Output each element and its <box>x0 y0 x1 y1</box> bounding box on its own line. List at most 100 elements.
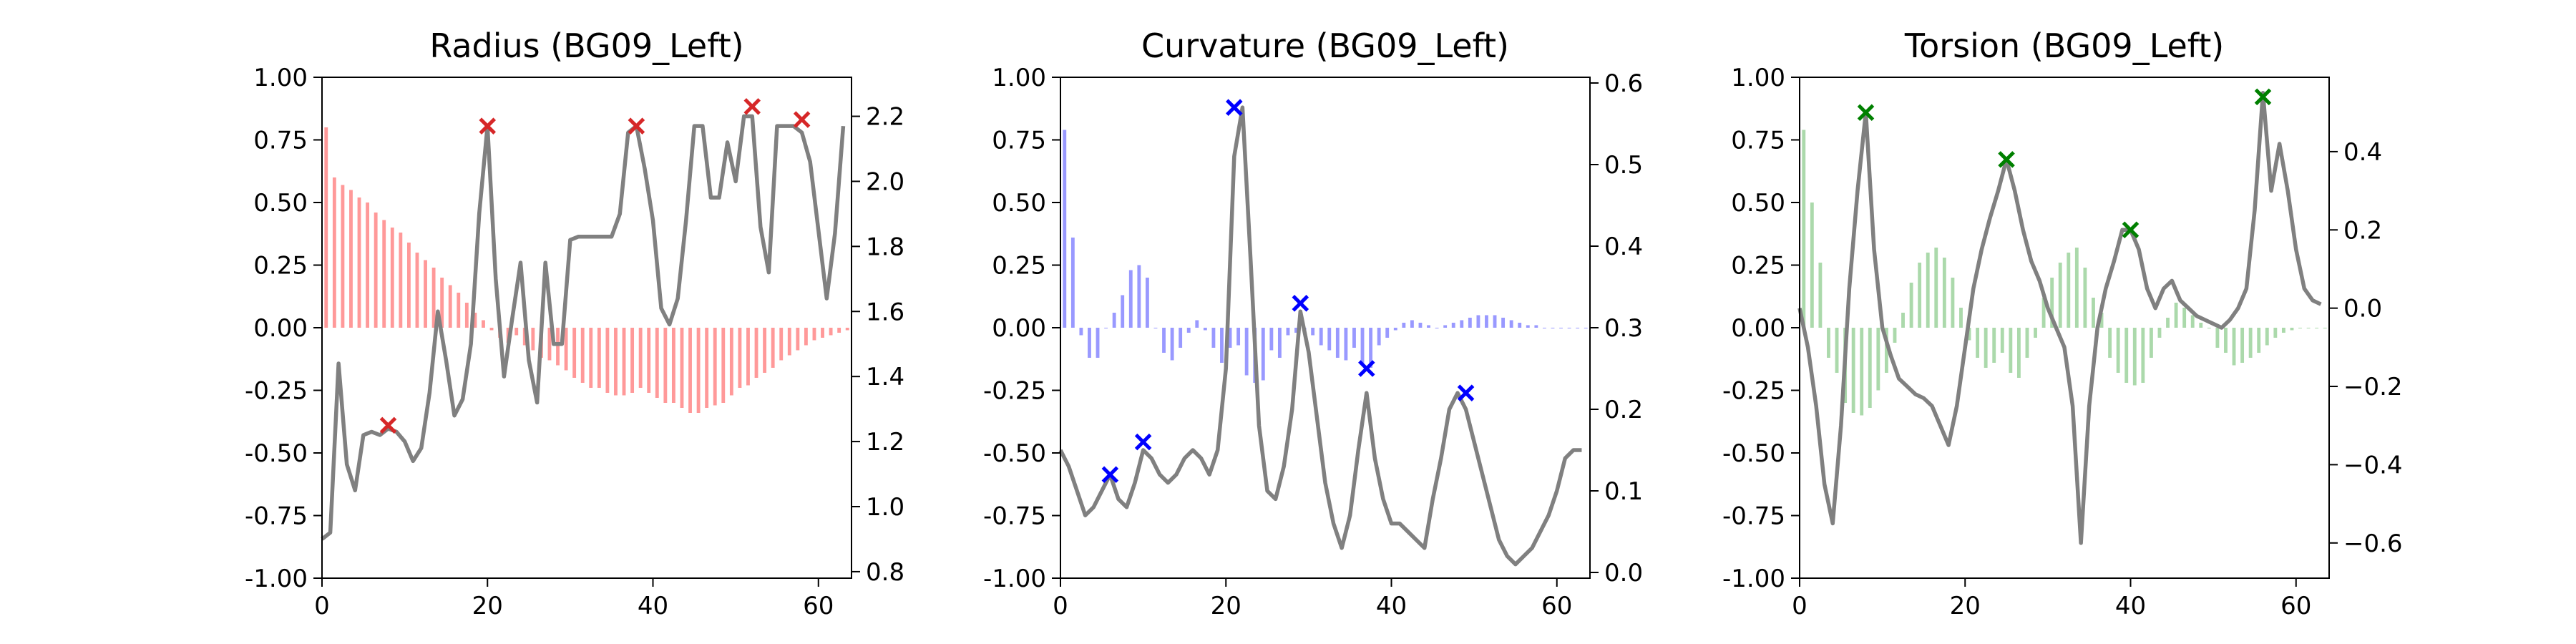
torsion-x-tick-label: 0 <box>1792 592 1807 620</box>
radius-bar <box>705 328 709 408</box>
radius-right-tick-label: 1.0 <box>866 493 904 522</box>
curvature-bar <box>1179 328 1183 348</box>
radius-bar <box>514 328 519 336</box>
curvature-bar <box>1063 130 1067 328</box>
torsion-bar <box>2232 328 2236 366</box>
curvature-series-line <box>1058 105 1582 567</box>
curvature-bar <box>1335 328 1340 358</box>
curvature-bar <box>1145 278 1149 328</box>
radius-bar <box>390 228 394 328</box>
peak-marker-stroke <box>1358 360 1375 377</box>
peak-marker-stroke <box>379 416 397 434</box>
curvature-bar <box>1327 328 1332 351</box>
torsion-bar <box>2124 328 2129 383</box>
curvature-bar <box>1170 328 1174 361</box>
radius-right-tick-label: 2.0 <box>866 167 904 196</box>
radius-bar <box>531 328 535 351</box>
curvature-bar <box>1402 323 1406 328</box>
torsion-bar <box>2092 298 2095 328</box>
radius-chart-panel: Radius (BG09_Left) 0 20 40 60 1.00 0.75 0.50 0.2… <box>245 26 904 620</box>
radius-bar <box>464 303 469 328</box>
torsion-bar <box>1835 328 1839 373</box>
peak-marker-stroke <box>743 98 761 115</box>
peak-marker-stroke <box>479 117 497 135</box>
radius-bar <box>605 328 610 393</box>
curvature-bar <box>1443 325 1448 328</box>
radius-bar <box>589 328 593 388</box>
torsion-bar <box>2074 248 2079 328</box>
radius-bar <box>763 328 767 373</box>
radius-bar <box>746 328 750 386</box>
torsion-bar <box>2025 328 2029 358</box>
radius-series-line <box>321 114 846 541</box>
radius-right-tick-label: 1.8 <box>866 233 904 261</box>
peak-marker-stroke <box>2254 88 2272 106</box>
radius-right-tick-label: 1.2 <box>866 428 904 457</box>
radius-left-tick-label: 0.50 <box>253 189 308 218</box>
radius-bar <box>489 328 494 331</box>
torsion-chart-panel: Torsion (BG09_Left) 0 20 40 60 1.00 0.75 0.50 0.… <box>1722 26 2403 620</box>
torsion-bar <box>2166 318 2170 328</box>
radius-bar <box>663 328 668 403</box>
torsion-x-tick-label: 20 <box>1950 592 1981 620</box>
radius-bar <box>655 328 659 398</box>
torsion-bar <box>2290 328 2294 331</box>
radius-left-tick-label: -1.00 <box>245 565 308 593</box>
curvature-right-tick-label: 0.2 <box>1604 396 1643 424</box>
torsion-bar <box>2132 328 2137 386</box>
curvature-bar <box>1427 325 1430 328</box>
radius-bar <box>366 203 370 328</box>
torsion-bar <box>1992 328 1996 363</box>
radius-bar <box>738 328 742 388</box>
torsion-bar <box>1959 308 1963 328</box>
curvature-bar <box>1377 328 1381 346</box>
curvature-bar <box>1311 328 1315 336</box>
curvature-left-tick-label: 0.00 <box>992 314 1046 343</box>
torsion-bar <box>2240 328 2245 363</box>
radius-bar <box>638 328 643 388</box>
radius-left-tick-label: -0.75 <box>245 502 308 531</box>
radius-x-tick-label: 40 <box>638 592 668 620</box>
curvature-bar <box>1261 328 1265 381</box>
curvature-bar <box>1186 328 1191 333</box>
torsion-bar <box>2108 328 2112 358</box>
radius-bar <box>597 328 601 388</box>
torsion-bar <box>2281 328 2285 333</box>
radius-left-tick-label: 0.75 <box>253 127 308 155</box>
curvature-bar <box>1112 313 1116 328</box>
torsion-left-tick-label: 0.50 <box>1731 189 1785 218</box>
curvature-left-tick-label: -0.75 <box>983 502 1046 531</box>
torsion-bar <box>1918 263 1922 328</box>
curvature-right-tick-label: 0.3 <box>1604 314 1643 343</box>
torsion-peak-marker <box>2254 88 2272 106</box>
radius-x-tick-label: 60 <box>803 592 834 620</box>
torsion-bar <box>2050 278 2054 328</box>
radius-bar <box>713 328 717 406</box>
torsion-bar <box>2257 328 2261 353</box>
curvature-bar <box>1203 328 1207 331</box>
peak-marker-stroke <box>1134 433 1152 451</box>
curvature-left-tick-label: 1.00 <box>992 64 1046 92</box>
curvature-bar <box>1294 328 1298 333</box>
torsion-bar <box>1868 328 1872 408</box>
curvature-bar <box>1410 320 1414 328</box>
torsion-bar <box>1976 328 1980 358</box>
radius-left-tick-label: -0.25 <box>245 377 308 406</box>
radius-right-tick-label: 1.4 <box>866 363 904 391</box>
curvature-bar <box>1137 265 1141 328</box>
curvature-bar <box>1162 328 1166 353</box>
radius-bar <box>754 328 758 378</box>
radius-bar <box>729 328 733 396</box>
torsion-bar <box>2058 263 2062 328</box>
torsion-bar <box>2149 328 2153 358</box>
torsion-left-tick-label: 0.00 <box>1731 314 1785 343</box>
torsion-series-line <box>1797 91 2322 545</box>
torsion-chart-title: Torsion (BG09_Left) <box>1904 26 2224 65</box>
curvature-x-tick-label: 20 <box>1211 592 1241 620</box>
torsion-bar <box>2099 313 2104 328</box>
radius-left-tick-label: 1.00 <box>253 64 308 92</box>
curvature-bar <box>1195 320 1199 328</box>
torsion-bar <box>1884 328 1888 373</box>
radius-bar <box>796 328 800 351</box>
curvature-bar <box>1451 323 1455 328</box>
